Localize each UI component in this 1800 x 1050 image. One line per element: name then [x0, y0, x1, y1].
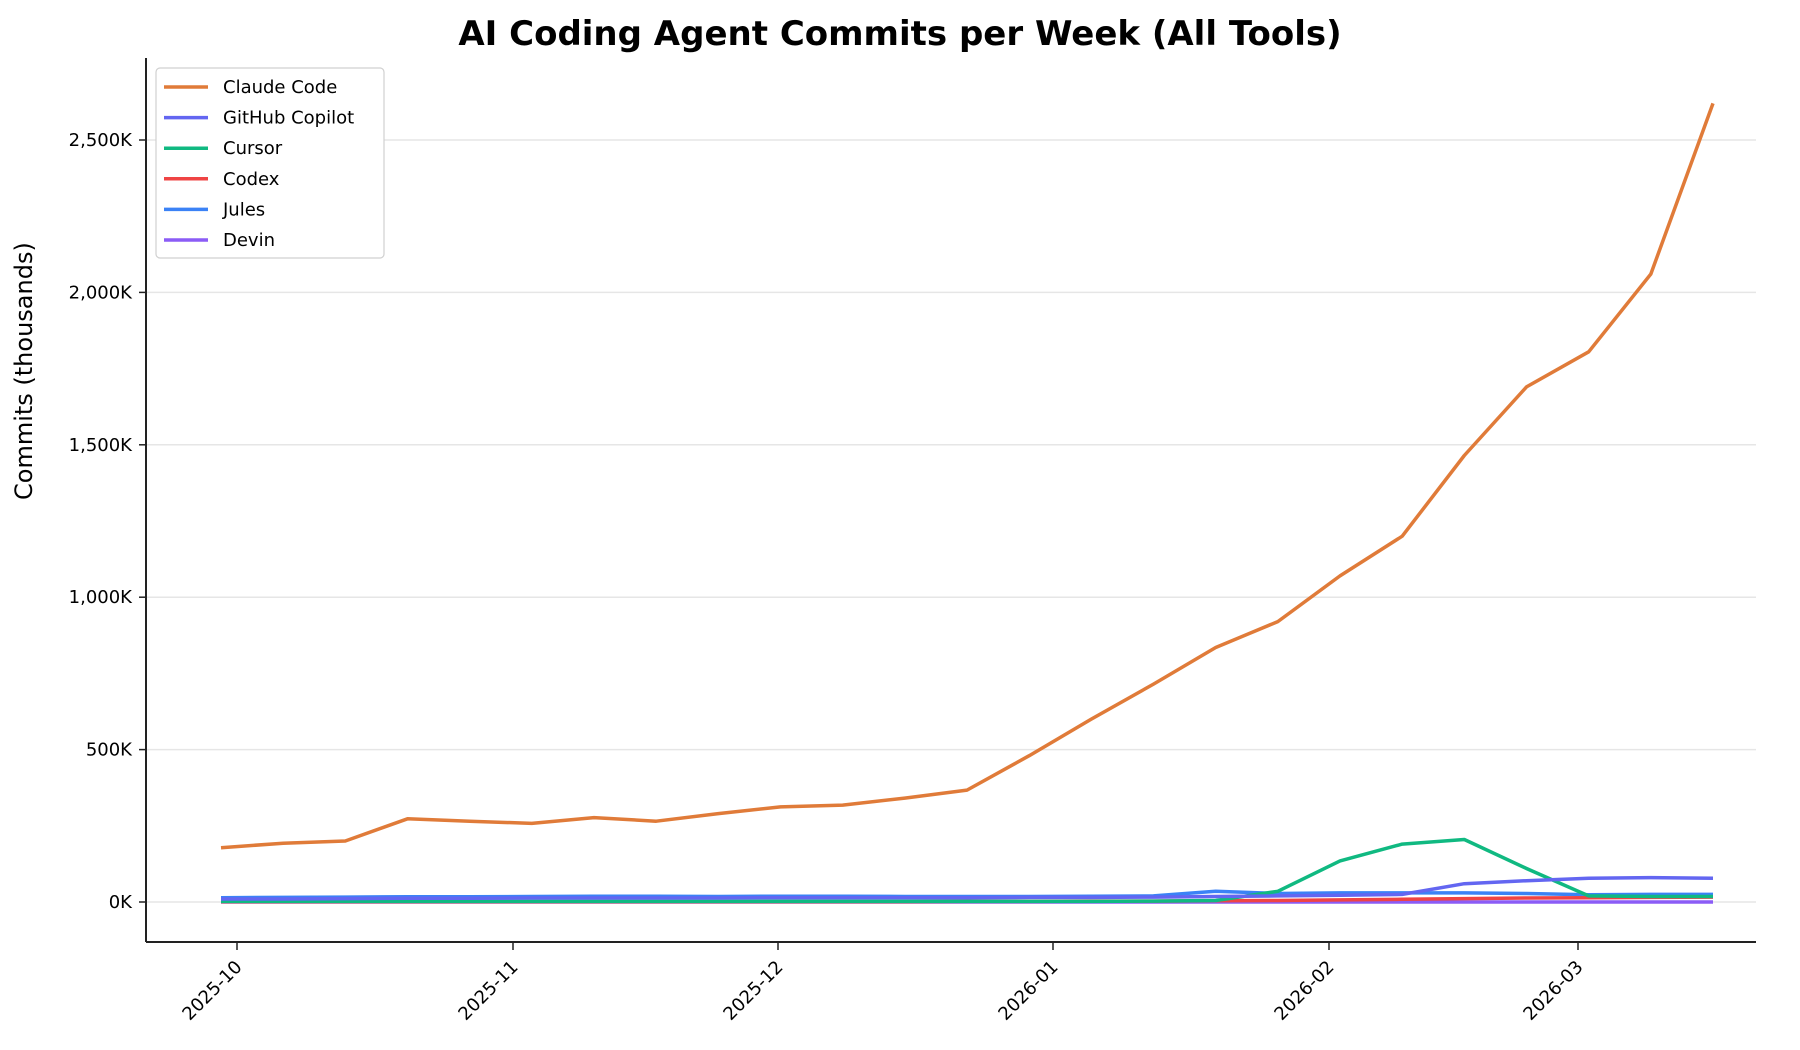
- y-tick-label: 1,500K: [69, 435, 134, 456]
- y-tick-label: 1,000K: [69, 587, 134, 608]
- legend-label: Cursor: [223, 138, 283, 159]
- gridlines: [146, 139, 1756, 903]
- x-tick-label: 2026-03: [1519, 957, 1587, 1025]
- series-line-github-copilot: [221, 875, 1714, 901]
- axes: [145, 58, 1756, 943]
- x-tick-label: 2026-01: [994, 957, 1062, 1025]
- x-tick-label: 2025-10: [178, 957, 246, 1025]
- legend: Claude Code GitHub Copilot Cursor Codex Jule…: [155, 67, 385, 259]
- legend-label: Devin: [223, 230, 275, 251]
- legend-label: GitHub Copilot: [223, 108, 354, 129]
- legend-label: Jules: [222, 199, 265, 220]
- y-ticks: 0K 500K 1,000K 1,500K 2,000K 2,500K: [69, 130, 146, 913]
- y-tick-label: 2,000K: [69, 282, 134, 303]
- x-tick-label: 2025-12: [719, 957, 787, 1025]
- legend-label: Codex: [223, 169, 280, 190]
- chart-title: AI Coding Agent Commits per Week (All To…: [458, 14, 1342, 54]
- series-line-claude-code: [220, 102, 1715, 850]
- x-tick-label: 2025-11: [454, 957, 522, 1025]
- y-tick-label: 2,500K: [69, 130, 134, 151]
- series-lines: [220, 102, 1715, 904]
- series-line-cursor: [221, 837, 1713, 904]
- x-ticks: 2025-10 2025-11 2025-12 2026-01 2026-02 2026-…: [178, 942, 1588, 1025]
- y-tick-label: 500K: [86, 740, 133, 761]
- y-tick-label: 0K: [109, 892, 133, 913]
- legend-box: [155, 67, 385, 259]
- x-tick-label: 2026-02: [1270, 957, 1338, 1025]
- legend-label: Claude Code: [223, 77, 337, 98]
